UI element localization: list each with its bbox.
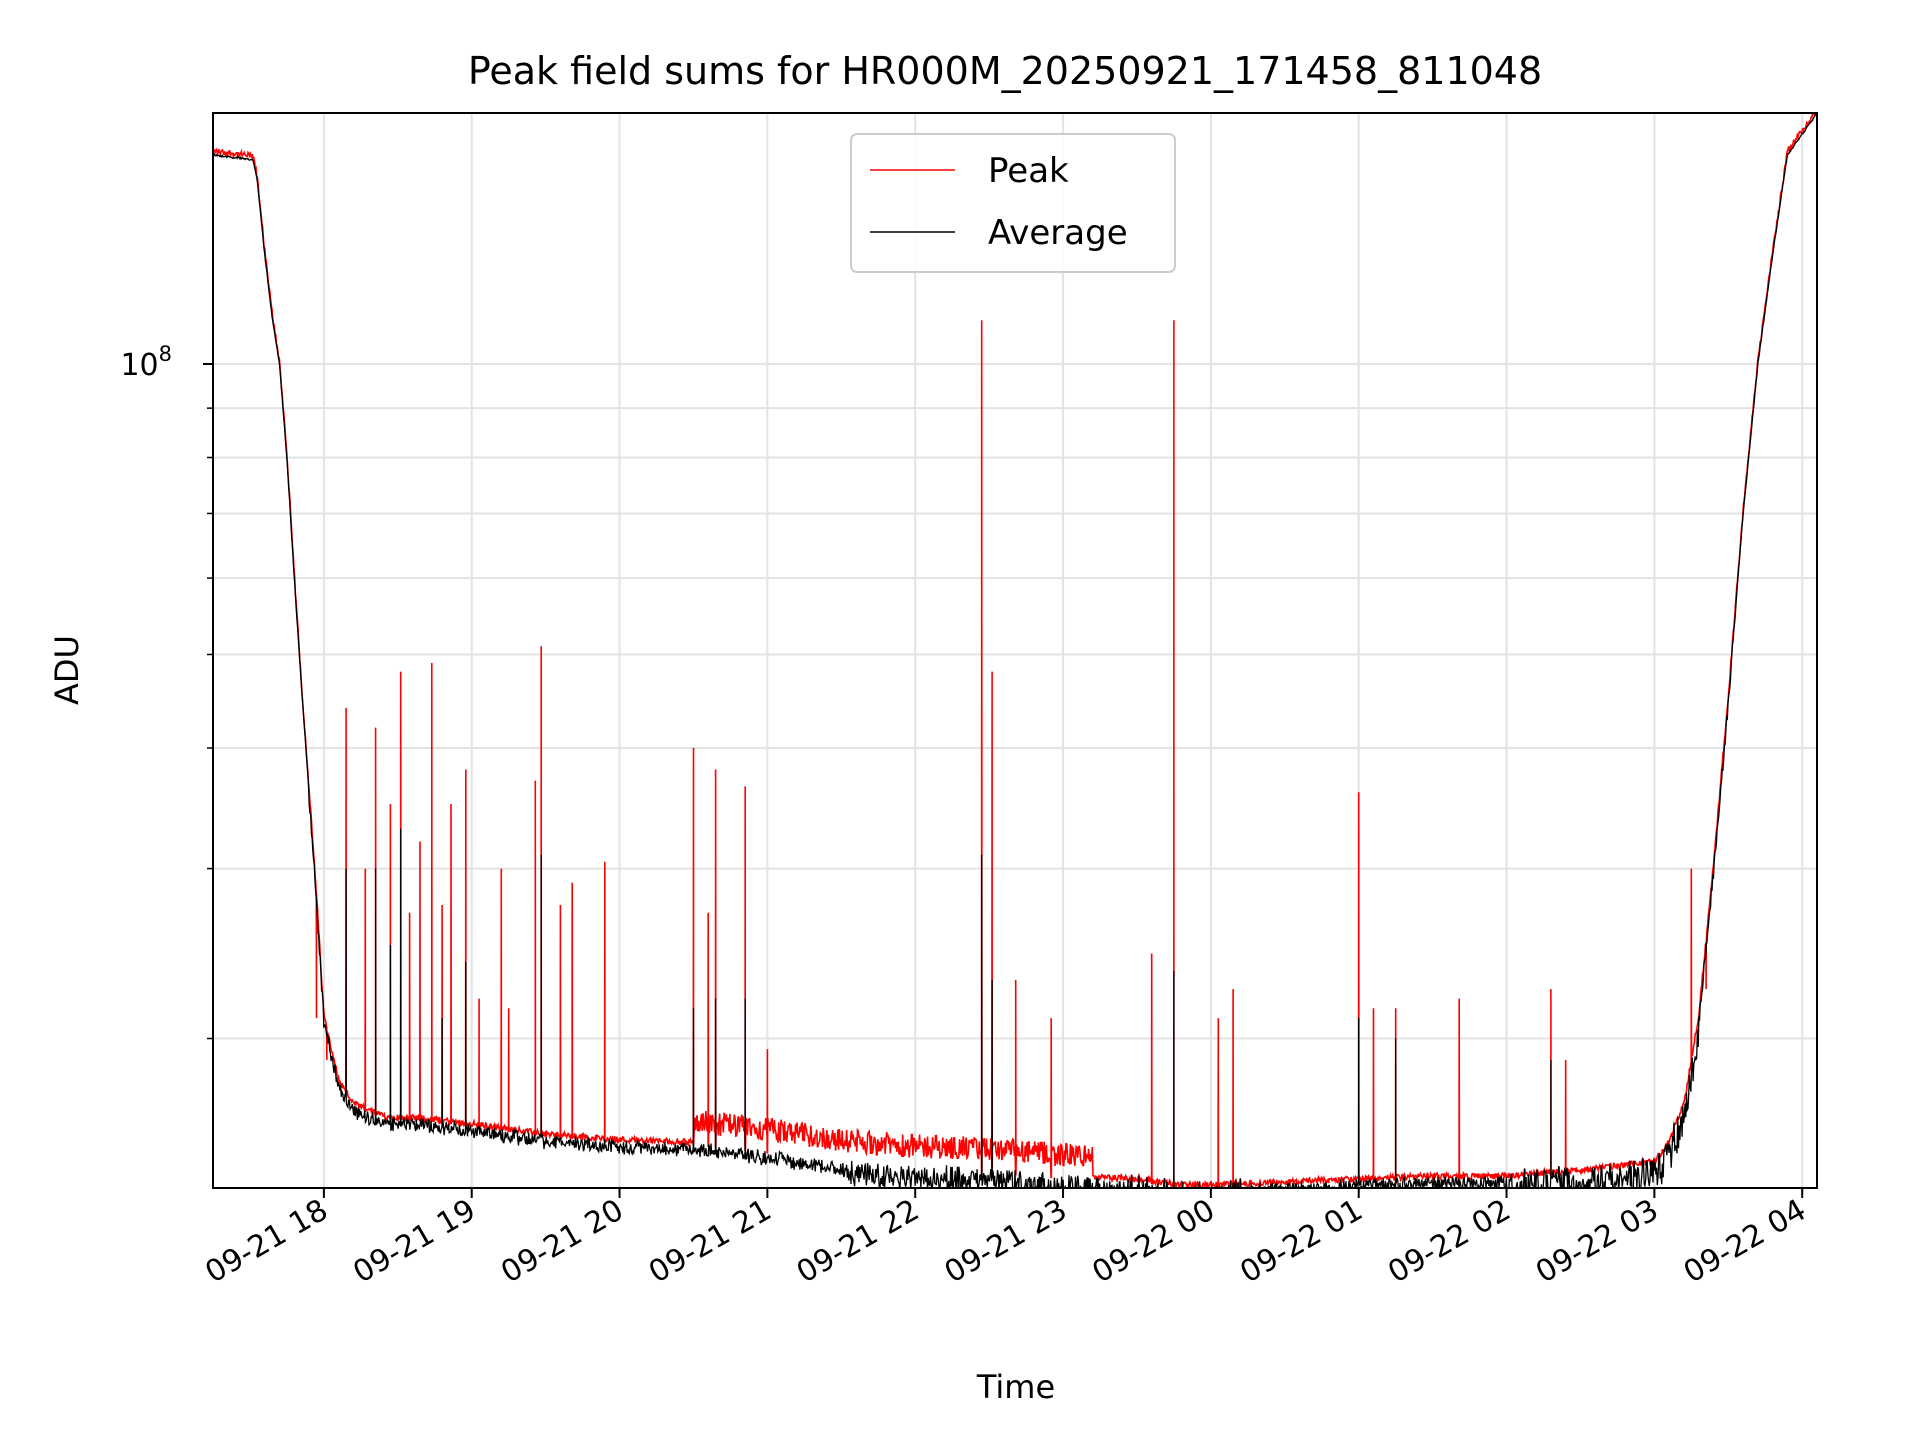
- series-line-average: [213, 113, 1817, 1188]
- x-axis-title: Time: [976, 1368, 1055, 1406]
- grid: [213, 113, 1817, 1188]
- legend: Peak Average: [850, 133, 1176, 273]
- plot-frame: [212, 112, 1818, 1189]
- legend-box: [850, 133, 1176, 273]
- y-axis-title: ADU: [48, 635, 86, 705]
- legend-label-average: Average: [988, 213, 1128, 253]
- legend-label-peak: Peak: [988, 151, 1069, 191]
- y-tick-exponent: 8: [159, 342, 172, 366]
- y-tick-label: 108: [120, 342, 172, 383]
- y-axis: 108: [120, 342, 213, 383]
- series-layer: [213, 113, 1817, 1188]
- series-line-peak: [213, 113, 1817, 1188]
- chart-title: Peak field sums for HR000M_20250921_1714…: [468, 49, 1542, 93]
- y-tick-base: 10: [120, 348, 158, 383]
